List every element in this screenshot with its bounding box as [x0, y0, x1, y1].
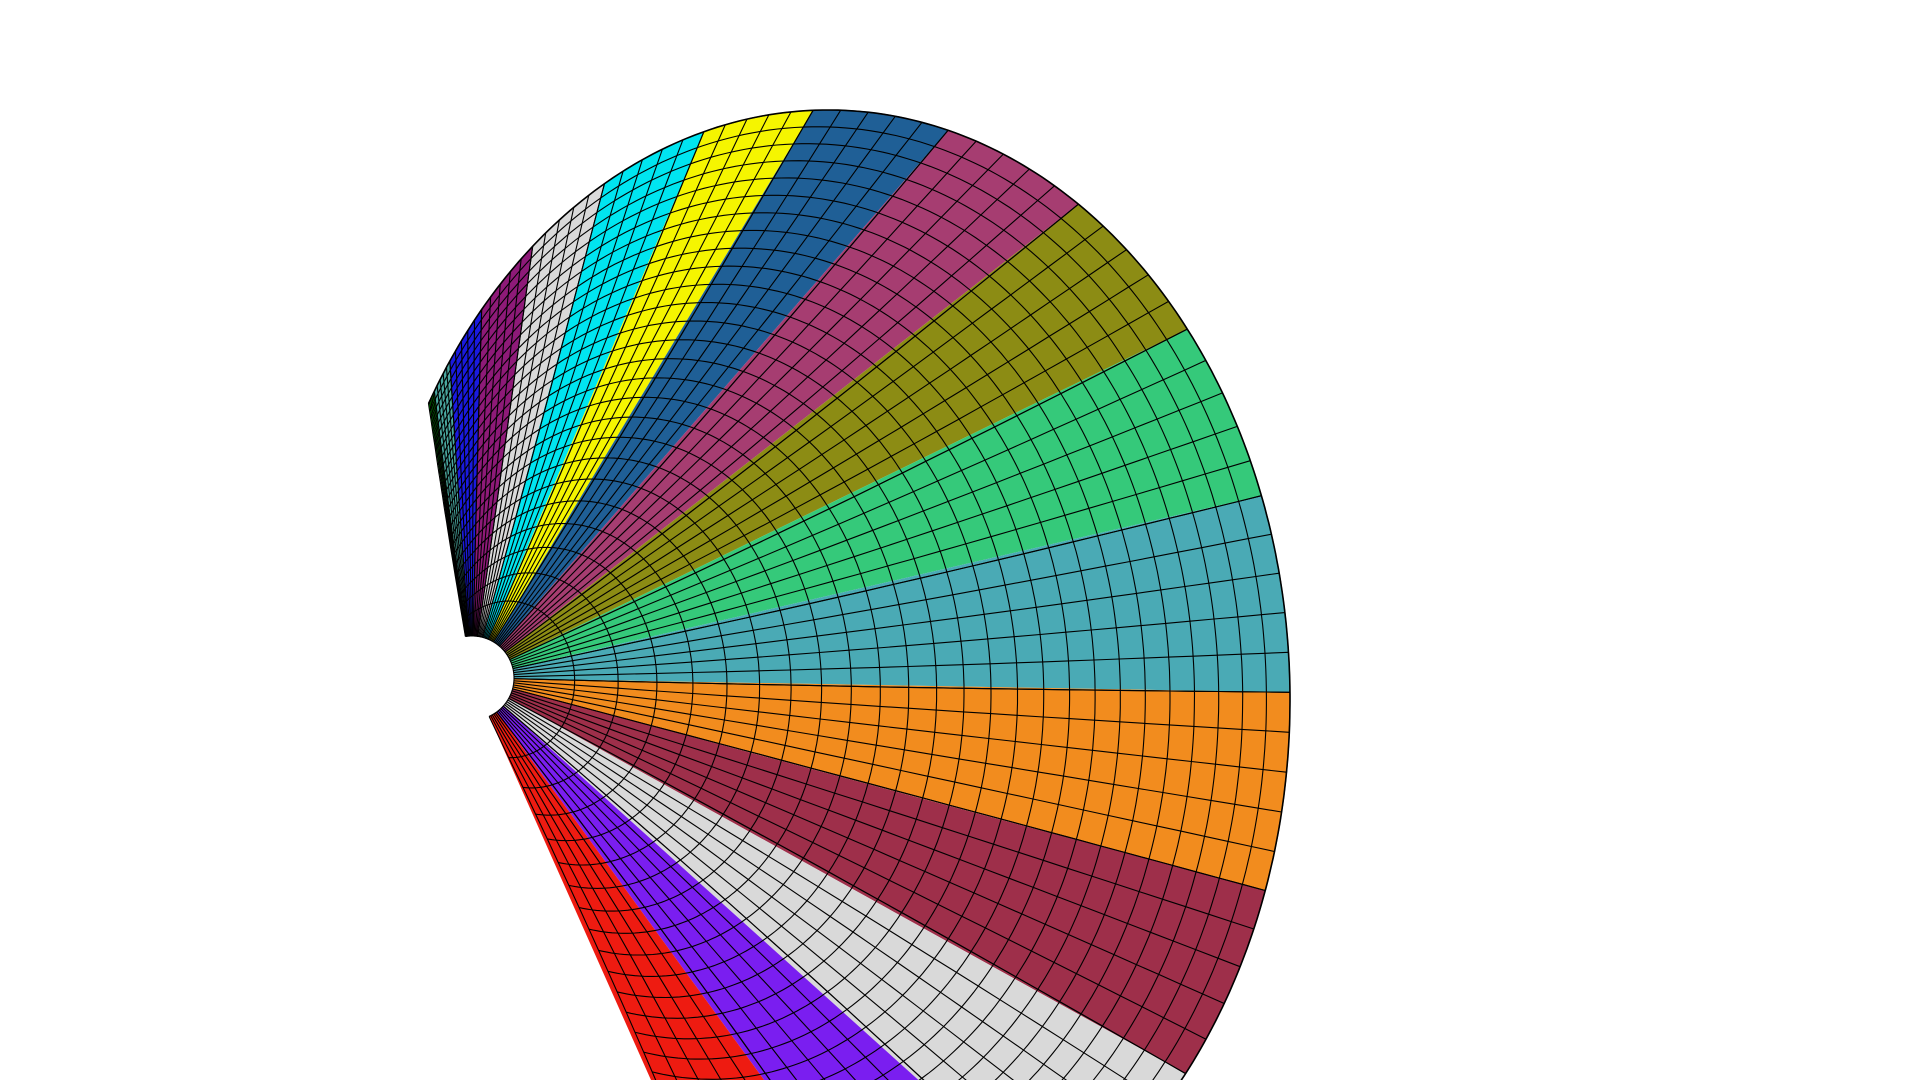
color-bands-layer — [428, 110, 1290, 1080]
mesh-edge — [429, 110, 1291, 1080]
mesh-edge — [430, 127, 1267, 1080]
mesh-edge — [449, 417, 851, 955]
mesh-edge — [448, 397, 880, 976]
mesh-edge — [451, 437, 822, 933]
mesh-edge — [438, 248, 1095, 1080]
mesh-edge — [435, 213, 1145, 1080]
mesh-edge — [432, 161, 1219, 1080]
surface-band-violet — [496, 706, 919, 1080]
mesh-edge — [444, 340, 964, 1039]
surface-band-red — [489, 712, 765, 1080]
mesh-edge — [457, 524, 693, 841]
mesh-edge — [465, 636, 514, 716]
surface-band-olive — [505, 204, 1188, 660]
mesh-edge — [463, 601, 575, 758]
mesh-edge — [460, 573, 618, 788]
mesh-edge — [433, 178, 1195, 1080]
mesh-edge — [434, 195, 1170, 1080]
mesh-edge — [443, 321, 991, 1059]
surface-band-mauve — [499, 130, 1079, 653]
mesh-edge — [452, 458, 791, 911]
mesh-edge — [459, 547, 657, 815]
mesh-edge — [445, 359, 936, 1019]
surface-band-steel-teal — [512, 495, 1290, 693]
surface-band-light-gray-2 — [503, 698, 1186, 1080]
mesh-edge — [454, 479, 760, 888]
mesh-edge — [437, 230, 1121, 1080]
surface-band-wine — [508, 688, 1266, 1074]
mesh-edge — [455, 501, 727, 865]
mesh-edge — [431, 144, 1243, 1080]
surface-band-orange — [512, 678, 1290, 891]
mesh-edge — [447, 378, 909, 998]
wireframe-mesh-layer — [429, 110, 1291, 1080]
mesh-edge — [441, 303, 1017, 1080]
mesh-edge — [439, 266, 1070, 1080]
surface-band-dark-blue — [493, 110, 949, 647]
mesh-edge — [440, 284, 1043, 1080]
